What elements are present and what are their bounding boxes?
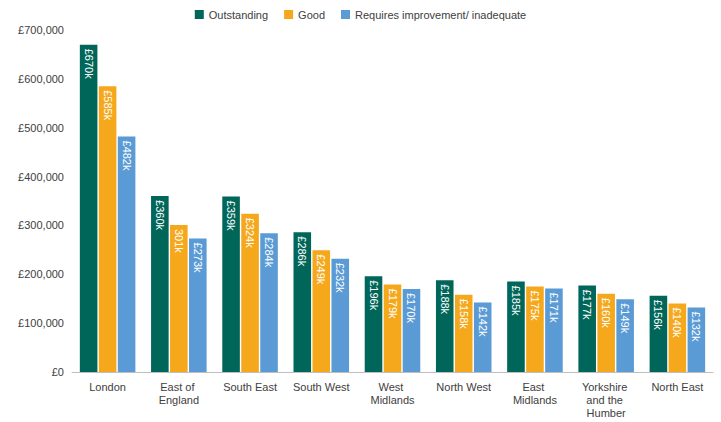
svg-text:£179k: £179k [387,289,399,319]
svg-text:£500,000: £500,000 [18,122,64,134]
svg-text:South West: South West [293,381,350,393]
svg-text:£177k: £177k [581,290,593,320]
svg-text:East: East [522,381,547,393]
svg-text:£360k: £360k [154,200,166,230]
svg-text:Yorkshire: Yorkshire [582,381,631,393]
svg-text:£273k: £273k [192,243,204,273]
svg-text:£284k: £284k [263,237,275,267]
svg-text:£142k: £142k [477,307,489,337]
svg-text:301k: 301k [173,229,185,253]
svg-text:£132k: £132k [690,312,702,342]
svg-text:£196k: £196k [368,280,380,310]
svg-text:Requires improvement/ inadequa: Requires improvement/ inadequate [355,9,526,21]
svg-text:£200,000: £200,000 [18,268,64,280]
svg-text:£286k: £286k [296,236,308,266]
svg-text:£0: £0 [52,366,64,378]
svg-text:England: England [159,394,199,406]
svg-text:£158k: £158k [458,299,470,329]
svg-text:£600,000: £600,000 [18,73,64,85]
svg-text:£400,000: £400,000 [18,171,64,183]
svg-text:Midlands: Midlands [513,394,558,406]
svg-text:and the: and the [586,394,626,406]
svg-text:£300,000: £300,000 [18,219,64,231]
svg-text:£171k: £171k [548,292,560,322]
svg-text:£359k: £359k [225,201,237,231]
svg-text:£232k: £232k [334,263,346,293]
svg-text:£160k: £160k [600,298,612,328]
svg-text:£585k: £585k [102,90,114,120]
svg-text:£700,000: £700,000 [18,24,64,36]
svg-text:£324k: £324k [244,218,256,248]
svg-text:£140k: £140k [671,308,683,338]
svg-text:Good: Good [298,9,325,21]
svg-text:West: West [379,381,407,393]
svg-text:London: London [89,381,126,393]
svg-text:£175k: £175k [529,291,541,321]
svg-text:£670k: £670k [83,49,95,79]
svg-text:£482k: £482k [121,141,133,171]
svg-text:£170k: £170k [405,293,417,323]
svg-text:£100,000: £100,000 [18,317,64,329]
svg-text:£185k: £185k [510,286,522,316]
svg-text:North East: North East [651,381,703,393]
svg-text:£156k: £156k [652,300,664,330]
svg-text:£149k: £149k [619,303,631,333]
svg-text:East of: East of [160,381,197,393]
svg-text:£188k: £188k [439,284,451,314]
svg-text:North West: North West [436,381,491,393]
svg-text:Humber: Humber [587,407,626,419]
svg-text:£249k: £249k [315,254,327,284]
svg-text:South East: South East [223,381,277,393]
svg-text:Midlands: Midlands [370,394,415,406]
svg-text:Outstanding: Outstanding [209,9,268,21]
